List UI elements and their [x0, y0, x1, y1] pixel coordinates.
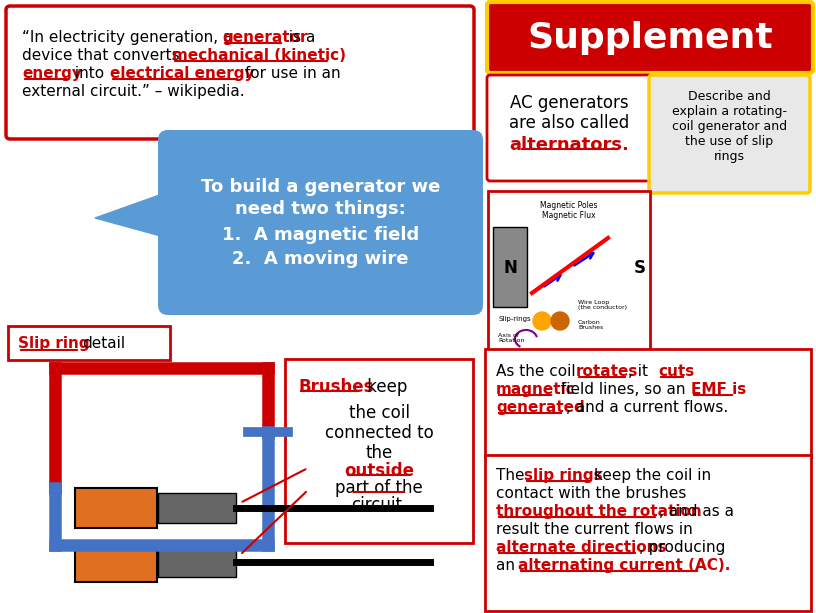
Text: EMF is: EMF is: [691, 382, 747, 397]
Text: alternate directions: alternate directions: [496, 540, 667, 555]
Text: into: into: [70, 66, 109, 81]
Text: electrical energy: electrical energy: [110, 66, 259, 81]
Text: mechanical (kinetic): mechanical (kinetic): [172, 48, 346, 63]
Circle shape: [533, 312, 551, 330]
FancyBboxPatch shape: [158, 130, 483, 315]
Text: field lines, so an: field lines, so an: [556, 382, 690, 397]
Polygon shape: [95, 192, 168, 238]
Text: Slip ring: Slip ring: [18, 335, 95, 351]
Text: alternating current (AC).: alternating current (AC).: [518, 558, 730, 573]
Text: result the current flows in: result the current flows in: [496, 522, 693, 537]
Text: Magnetic Flux: Magnetic Flux: [542, 211, 596, 220]
Text: “In electricity generation, a: “In electricity generation, a: [22, 30, 237, 45]
Text: alternators.: alternators.: [509, 136, 629, 154]
FancyBboxPatch shape: [285, 359, 473, 543]
Text: detail: detail: [82, 335, 125, 351]
FancyBboxPatch shape: [487, 75, 651, 181]
FancyBboxPatch shape: [75, 542, 157, 582]
Text: , producing: , producing: [639, 540, 725, 555]
Text: N: N: [503, 259, 517, 277]
Text: 2.  A moving wire: 2. A moving wire: [233, 250, 409, 268]
Text: generated: generated: [496, 400, 585, 415]
Text: AC generators: AC generators: [510, 94, 628, 112]
Text: connected to: connected to: [325, 424, 433, 442]
FancyBboxPatch shape: [488, 191, 650, 353]
Text: Describe and
explain a rotating-
coil generator and
the use of slip
rings: Describe and explain a rotating- coil ge…: [672, 90, 787, 163]
Text: circuit.: circuit.: [351, 496, 407, 514]
Text: throughout the rotation: throughout the rotation: [496, 504, 702, 519]
Text: is a: is a: [284, 30, 315, 45]
Text: keep the coil in: keep the coil in: [594, 468, 711, 483]
Text: the: the: [366, 444, 392, 462]
Text: external circuit.” – wikipedia.: external circuit.” – wikipedia.: [22, 84, 245, 99]
Text: contact with the brushes: contact with the brushes: [496, 486, 686, 501]
Circle shape: [551, 312, 569, 330]
FancyBboxPatch shape: [75, 488, 157, 528]
Text: need two things:: need two things:: [235, 200, 406, 218]
Text: Slip-rings: Slip-rings: [498, 316, 530, 322]
Text: keep: keep: [362, 378, 407, 396]
Text: an: an: [496, 558, 520, 573]
Text: generator: generator: [222, 30, 308, 45]
FancyBboxPatch shape: [158, 493, 236, 523]
FancyBboxPatch shape: [485, 349, 811, 457]
Text: rotates: rotates: [576, 364, 638, 379]
Text: To build a generator we: To build a generator we: [201, 178, 440, 196]
FancyBboxPatch shape: [158, 547, 236, 577]
Text: slip rings: slip rings: [524, 468, 608, 483]
Text: device that converts: device that converts: [22, 48, 184, 63]
FancyBboxPatch shape: [8, 326, 170, 360]
Text: the coil: the coil: [348, 404, 410, 422]
Text: energy: energy: [22, 66, 82, 81]
Text: As the coil: As the coil: [496, 364, 580, 379]
Text: Axis of
Rotation: Axis of Rotation: [498, 333, 525, 343]
Text: Wire Loop
(the conductor): Wire Loop (the conductor): [578, 300, 627, 310]
Text: The: The: [496, 468, 530, 483]
Text: , and as a: , and as a: [659, 504, 734, 519]
Text: part of the: part of the: [335, 479, 423, 497]
Text: are also called: are also called: [509, 114, 629, 132]
Text: , and a current flows.: , and a current flows.: [566, 400, 728, 415]
Text: , it: , it: [628, 364, 653, 379]
FancyBboxPatch shape: [6, 6, 474, 139]
Text: 1.  A magnetic field: 1. A magnetic field: [222, 226, 419, 244]
FancyBboxPatch shape: [649, 75, 810, 193]
Text: Carbon
Brushes: Carbon Brushes: [578, 319, 603, 330]
FancyBboxPatch shape: [485, 455, 811, 611]
FancyBboxPatch shape: [493, 227, 527, 307]
Text: magnetic: magnetic: [496, 382, 576, 397]
Text: for use in an: for use in an: [240, 66, 340, 81]
FancyBboxPatch shape: [487, 2, 813, 73]
Text: Brushes: Brushes: [298, 378, 374, 396]
Text: outside: outside: [344, 462, 414, 480]
Text: Magnetic Poles: Magnetic Poles: [540, 201, 598, 210]
Text: S: S: [634, 259, 646, 277]
Text: cuts: cuts: [658, 364, 694, 379]
Text: Supplement: Supplement: [527, 20, 773, 55]
